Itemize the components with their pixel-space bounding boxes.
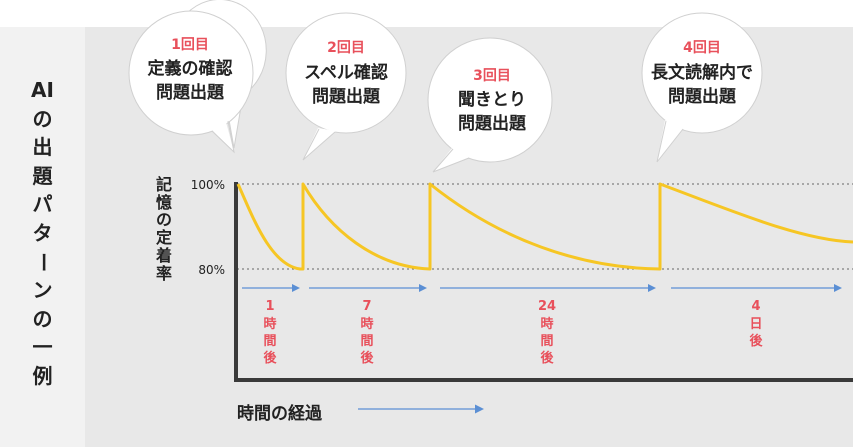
side-title-char: 題 — [32, 163, 53, 188]
bubble-2-number: 2回目 — [327, 40, 365, 56]
side-title-char: の — [32, 306, 53, 331]
y-axis-label-char: 定 — [155, 228, 172, 248]
bubble-2-line-2: 問題出題 — [312, 86, 381, 107]
interval-2-char-1: 7 — [362, 299, 371, 314]
tick-label-100: 100% — [191, 178, 225, 192]
interval-2-char-2: 時 — [360, 316, 373, 332]
interval-4-char-2: 日 — [749, 317, 762, 332]
side-title-char: 一 — [32, 335, 53, 360]
bubble-1-line-1: 定義の確認 — [148, 58, 233, 79]
bubble-4: 4回目 長文読解内で 問題出題 — [641, 12, 763, 163]
y-axis-label-char: 記 — [155, 175, 172, 194]
bubble-3-number: 3回目 — [473, 68, 511, 84]
bubble-2: 2回目 スペル確認 問題出題 — [285, 12, 407, 161]
interval-1-char-1: 1 — [265, 299, 274, 314]
bubble-3-line-1: 聞きとり — [458, 90, 526, 110]
memory-curve — [236, 182, 853, 271]
bubble-4-line-1: 長文読解内で — [651, 62, 753, 83]
interval-1-char-4: 後 — [263, 350, 277, 366]
interval-4-char-1: 4 — [751, 299, 760, 314]
bubble-3-line-2: 問題出題 — [458, 113, 527, 134]
interval-3-char-1: 24 — [538, 299, 556, 314]
side-title-char: AI — [31, 78, 54, 102]
interval-1-char-3: 間 — [263, 334, 276, 349]
bubble-4-number: 4回目 — [683, 40, 721, 56]
side-title-char: ン — [32, 278, 53, 303]
bubble-1-number: 1回目 — [171, 37, 209, 53]
bubble-1: 1回目 定義の確認 問題出題 — [128, 0, 267, 154]
interval-3-char-3: 間 — [540, 334, 553, 349]
bubble-2-line-1: スペル確認 — [304, 62, 388, 83]
y-axis-label-char: 着 — [155, 245, 172, 265]
interval-2-char-4: 後 — [360, 350, 374, 366]
y-axis-label: 記憶の定着率 — [152, 176, 176, 282]
bubble-4-line-2: 問題出題 — [668, 86, 737, 107]
side-title-char: タ — [32, 220, 53, 245]
x-axis-label: 時間の経過 — [237, 404, 322, 424]
interval-1-char-2: 時 — [263, 316, 276, 332]
interval-3-char-4: 後 — [540, 350, 554, 366]
interval-3-char-2: 時 — [540, 316, 553, 332]
y-axis-label-char: 率 — [155, 263, 172, 283]
y-axis-label-char: の — [155, 210, 172, 230]
bubble-3: 3回目 聞きとり 問題出題 — [427, 37, 553, 173]
side-title-char: の — [32, 106, 53, 131]
time-arrow-head — [475, 404, 484, 414]
interval-2-char-3: 間 — [360, 334, 373, 349]
interval-4-char-3: 後 — [749, 333, 763, 349]
interval-arrows — [242, 284, 842, 292]
side-title: AI の出題パターンの一例 — [0, 76, 85, 391]
y-axis-label-char: 憶 — [155, 192, 172, 212]
tick-label-80: 80% — [198, 263, 225, 277]
bubble-1-line-2: 問題出題 — [156, 82, 225, 103]
side-title-char: 例 — [32, 363, 53, 388]
side-title-char: パ — [32, 192, 53, 217]
side-title-char: 出 — [32, 135, 53, 160]
side-panel — [0, 27, 85, 447]
